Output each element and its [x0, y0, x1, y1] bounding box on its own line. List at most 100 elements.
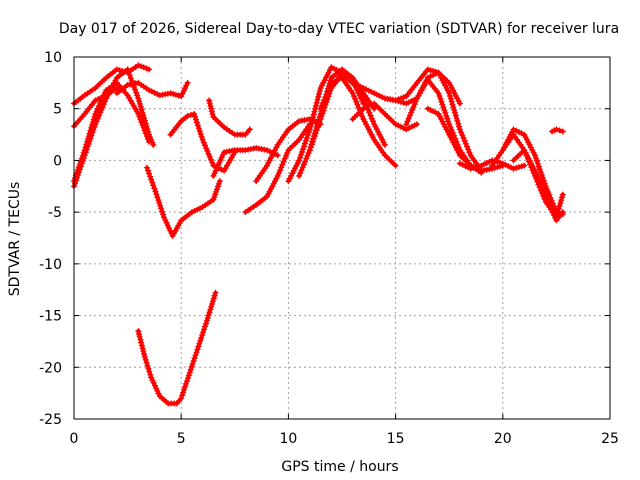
data-point: [427, 67, 434, 74]
data-point: [481, 161, 487, 168]
data-point: [317, 116, 324, 123]
data-point: [301, 143, 307, 150]
data-point: [302, 158, 309, 165]
data-point: [181, 386, 188, 393]
data-point: [449, 129, 456, 136]
data-point: [183, 378, 190, 385]
data-point: [150, 379, 157, 386]
data-point: [154, 387, 161, 394]
data-point: [542, 183, 549, 190]
data-point: [436, 93, 443, 99]
data-point: [409, 106, 416, 113]
data-point: [538, 172, 545, 178]
data-point: [192, 113, 198, 120]
data-point: [539, 185, 546, 191]
data-point: [539, 174, 546, 181]
data-point: [324, 88, 331, 95]
data-point: [400, 99, 407, 106]
data-point: [207, 103, 214, 109]
data-point: [553, 126, 560, 133]
data-point: [518, 163, 525, 170]
data-point: [532, 152, 538, 159]
data-point: [139, 345, 146, 352]
data-point: [206, 154, 213, 160]
data-point: [180, 87, 187, 94]
data-point: [367, 112, 374, 119]
data-point: [193, 349, 200, 356]
data-point: [411, 101, 418, 108]
data-point: [483, 160, 490, 166]
data-point: [94, 115, 101, 122]
x-tick-label: 20: [494, 431, 512, 447]
data-point: [195, 343, 202, 350]
data-point: [452, 109, 458, 116]
data-point: [148, 176, 155, 183]
data-point: [371, 121, 378, 128]
data-point: [319, 100, 326, 106]
data-point: [475, 163, 482, 170]
data-point: [306, 126, 313, 133]
series-track-1: [71, 62, 152, 107]
data-point: [381, 141, 388, 148]
data-point: [303, 155, 310, 162]
data-point: [93, 118, 100, 125]
data-point: [160, 211, 167, 218]
data-point: [86, 138, 93, 145]
data-point: [316, 90, 322, 97]
data-point: [99, 104, 106, 110]
data-point: [138, 342, 145, 349]
grid: [74, 57, 610, 419]
data-point: [313, 127, 320, 134]
data-point: [209, 159, 216, 166]
data-point: [205, 151, 212, 158]
data-point: [404, 118, 411, 125]
data-point: [90, 126, 97, 133]
data-point: [137, 336, 144, 343]
data-point: [392, 97, 399, 104]
data-point: [135, 328, 142, 335]
data-point: [497, 159, 504, 166]
data-point: [151, 89, 158, 96]
data-point: [72, 180, 78, 187]
data-point: [191, 355, 198, 362]
data-point: [462, 163, 469, 170]
data-point: [537, 182, 544, 189]
data-point: [410, 104, 417, 110]
data-point: [310, 135, 317, 142]
data-point: [196, 340, 203, 347]
data-point: [194, 346, 201, 353]
data-point: [89, 129, 96, 136]
data-point: [559, 191, 566, 198]
data-point: [297, 154, 304, 161]
data-point: [215, 162, 222, 169]
data-point: [144, 362, 151, 369]
data-point: [366, 109, 373, 116]
data-point: [209, 301, 216, 307]
data-point: [279, 161, 286, 168]
data-point: [518, 130, 525, 137]
data-point: [309, 138, 316, 145]
data-point: [437, 95, 444, 102]
series-track-17: [349, 100, 420, 133]
data-point: [541, 190, 548, 197]
data-point: [449, 101, 456, 108]
x-tick-label: 0: [70, 431, 79, 447]
data-point: [303, 134, 310, 141]
data-point: [126, 72, 133, 79]
data-point: [133, 89, 140, 96]
data-point: [136, 113, 143, 120]
data-point: [191, 207, 198, 214]
data-point: [447, 93, 453, 99]
data-point: [197, 131, 204, 137]
x-tick-label: 5: [177, 431, 186, 447]
data-point: [283, 152, 289, 159]
data-point: [427, 73, 434, 80]
series-track-4: [71, 66, 157, 190]
data-point: [406, 125, 412, 132]
data-point: [209, 111, 216, 118]
data-point: [75, 169, 82, 176]
data-point: [284, 150, 291, 156]
data-point: [304, 132, 311, 138]
data-point: [559, 209, 566, 216]
data-point: [515, 129, 522, 135]
